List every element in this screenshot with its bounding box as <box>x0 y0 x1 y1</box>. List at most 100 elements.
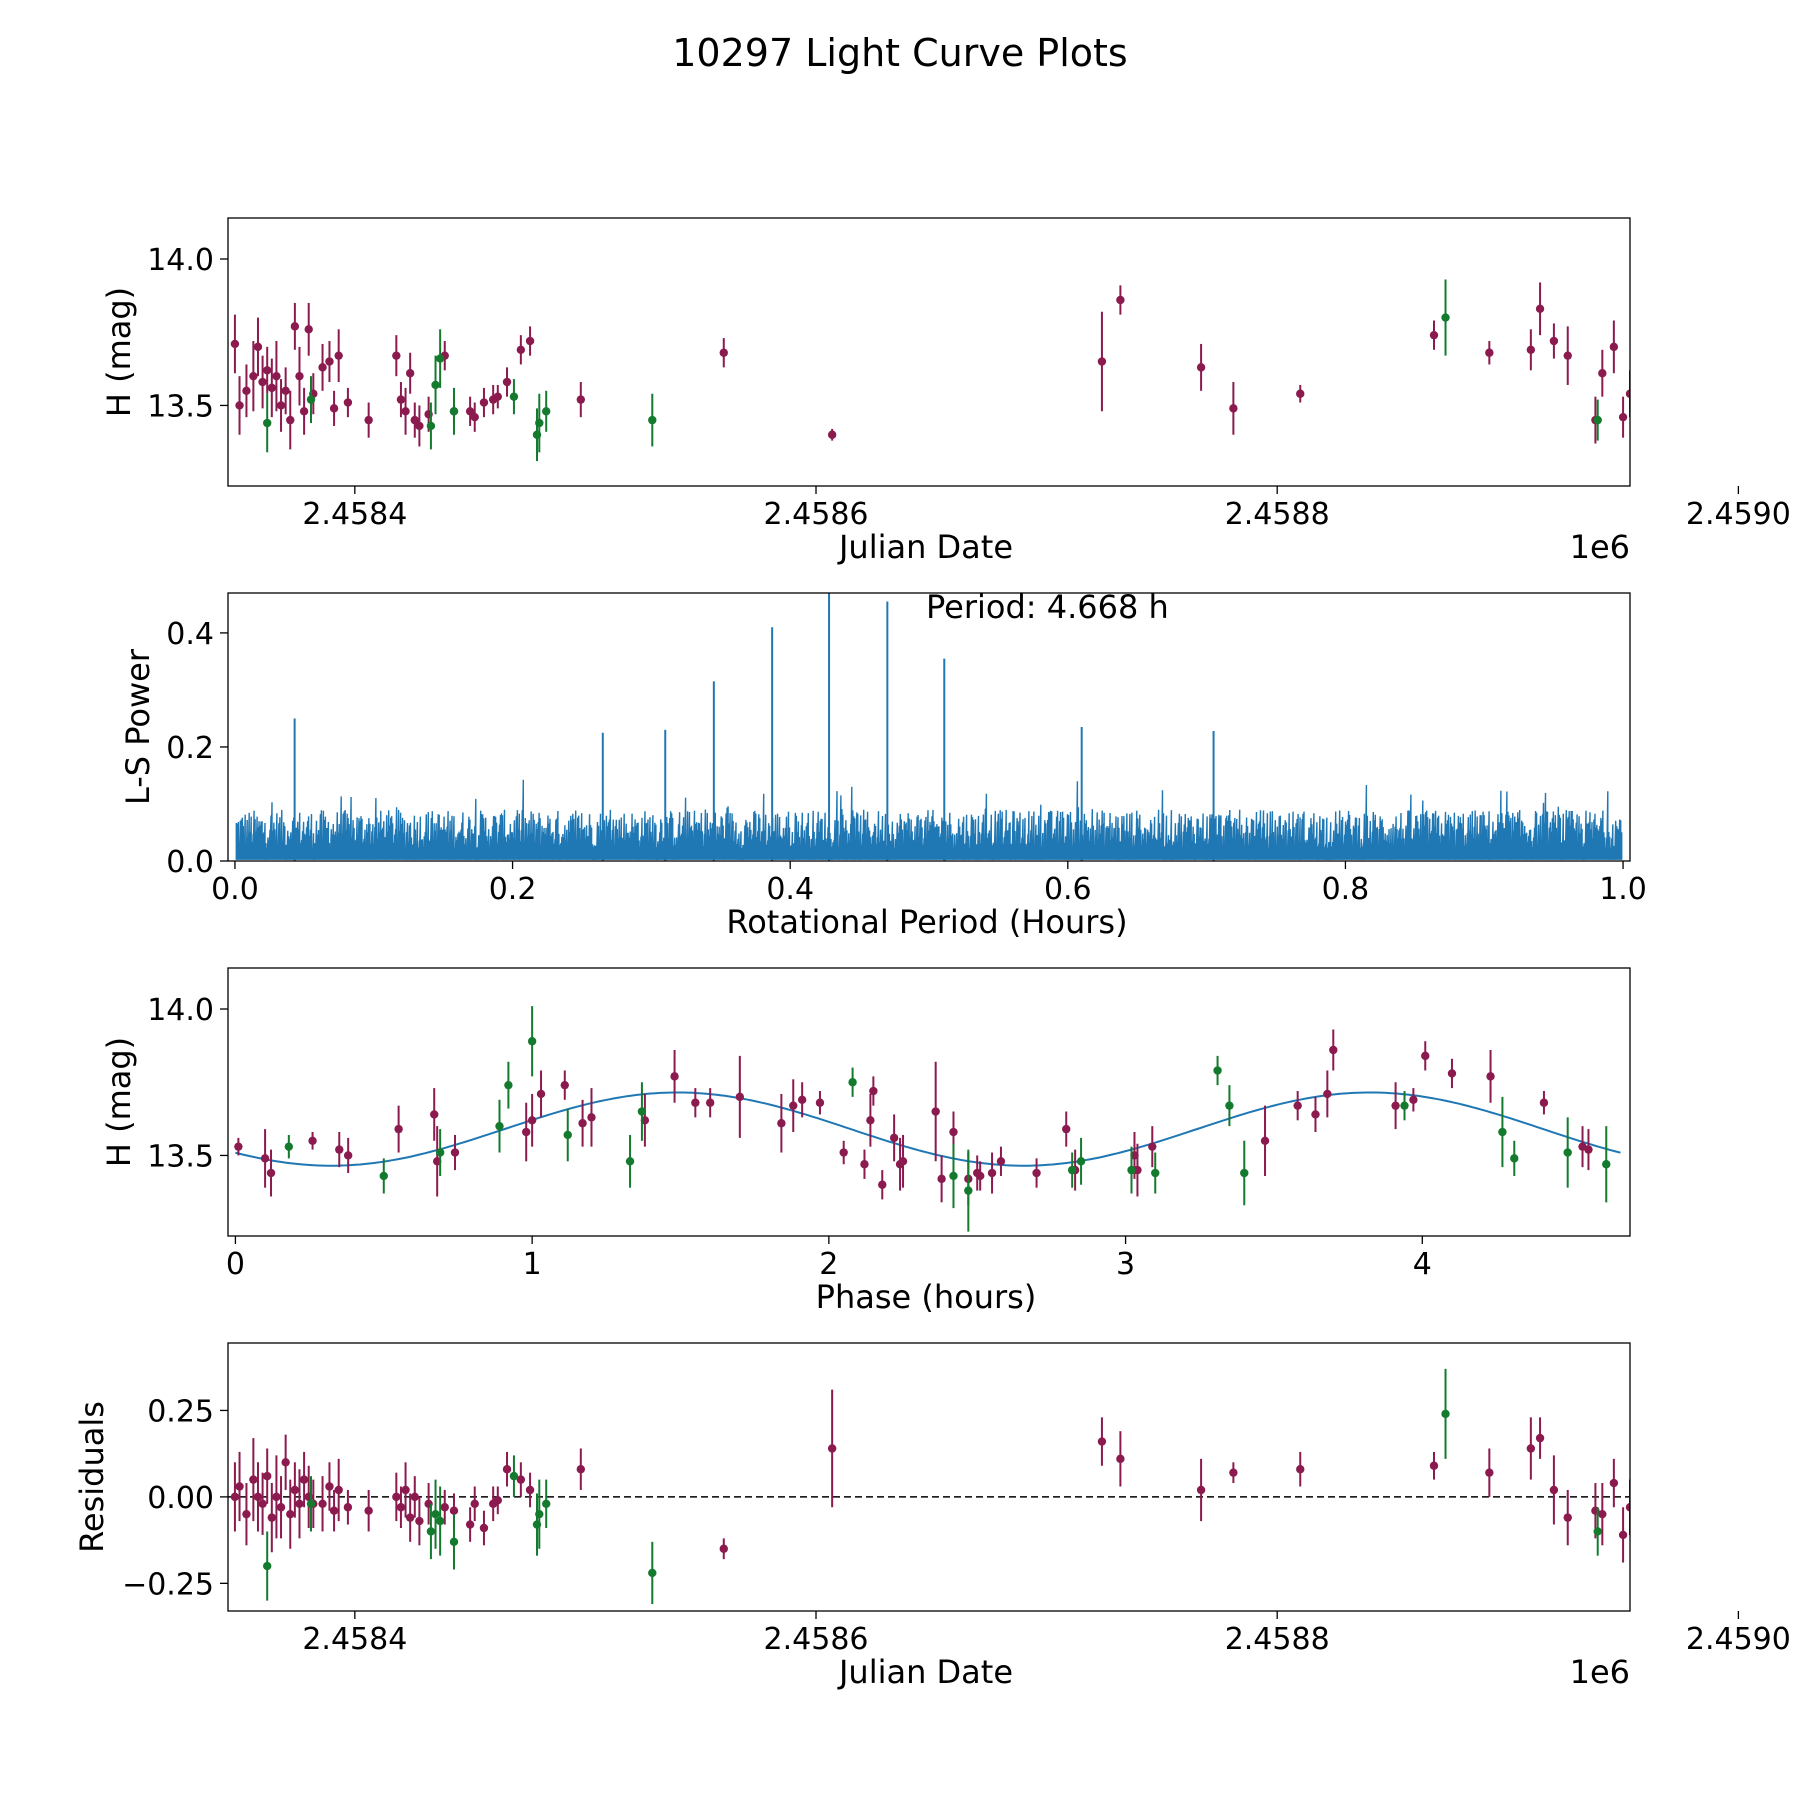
lc-point <box>1296 389 1305 398</box>
phase-point <box>260 1154 270 1163</box>
resid-point <box>1549 1485 1559 1495</box>
lc-ytick-label: 14.0 <box>147 243 214 278</box>
resid-point <box>343 1503 353 1512</box>
resid-point <box>493 1496 502 1505</box>
resid-point <box>470 1499 479 1509</box>
phase-model-curve <box>235 1091 1621 1167</box>
phase-point <box>1311 1110 1320 1119</box>
lc-frame <box>227 217 1631 487</box>
lc-point <box>431 380 440 390</box>
lc-point <box>1563 351 1572 360</box>
panel-residuals: 2.45842.45862.45882.45902.45922.4594−0.2… <box>73 1342 1791 1691</box>
resid-point <box>1618 1530 1628 1540</box>
phase-point <box>1602 1160 1611 1169</box>
phase-point <box>1400 1101 1409 1110</box>
lc-point <box>396 395 406 404</box>
phase-ytick-label: 13.5 <box>147 1139 214 1174</box>
resid-xtick-label: 2.4586 <box>764 1622 869 1657</box>
resid-point <box>405 1513 415 1522</box>
resid-point <box>426 1527 436 1536</box>
lc-point <box>392 351 401 360</box>
resid-point <box>1693 1441 1701 1449</box>
periodogram-ytick-label: 0.0 <box>166 845 214 880</box>
resid-point <box>516 1475 526 1484</box>
figure-title: 10297 Light Curve Plots <box>672 31 1127 75</box>
resid-ytick-label: 0.00 <box>147 1481 214 1516</box>
periodogram-xtick-label: 1.0 <box>1599 872 1647 907</box>
lc-point <box>1535 304 1545 313</box>
phase-point <box>536 1089 546 1099</box>
resid-point <box>1598 1509 1607 1519</box>
resid-xlabel: Julian Date <box>837 1653 1013 1691</box>
resid-point <box>329 1506 339 1515</box>
resid-point <box>401 1485 410 1495</box>
lc-xtick-label: 2.4586 <box>764 497 869 532</box>
phase-xlabel: Phase (hours) <box>816 1278 1037 1316</box>
resid-point <box>576 1465 586 1474</box>
resid-point <box>249 1475 258 1484</box>
lc-point <box>249 371 258 381</box>
phase-point <box>866 1116 875 1125</box>
resid-point <box>364 1506 373 1515</box>
phase-point <box>266 1168 276 1178</box>
lc-point <box>318 363 327 372</box>
phase-point <box>691 1098 700 1107</box>
phase-point <box>987 1168 997 1178</box>
phase-point <box>1076 1157 1086 1166</box>
periodogram-ylabel: L-S Power <box>119 648 157 805</box>
resid-point <box>1116 1454 1125 1464</box>
phase-point <box>1510 1154 1519 1163</box>
lc-point <box>281 386 290 396</box>
phase-point <box>1539 1098 1549 1107</box>
lc-point <box>1485 348 1494 357</box>
lc-point <box>405 369 415 378</box>
phase-point <box>735 1092 745 1102</box>
resid-ytick-label: −0.25 <box>122 1567 214 1602</box>
lc-point <box>290 322 300 331</box>
resid-point <box>449 1506 459 1515</box>
lc-point <box>435 354 445 363</box>
lc-point <box>258 377 267 387</box>
phase-point <box>839 1148 848 1157</box>
phase-point <box>1323 1089 1332 1099</box>
resid-point <box>263 1471 272 1481</box>
resid-point <box>827 1444 837 1453</box>
panel-phase: 0 1 2 3 4 13.5 14.0 Phase (hours) H (mag) <box>100 967 1631 1316</box>
resid-point <box>1660 1475 1668 1483</box>
periodogram-xtick-label: 0.2 <box>489 872 537 907</box>
resid-point <box>525 1485 535 1495</box>
phase-point <box>860 1160 869 1169</box>
lc-point <box>449 407 459 416</box>
resid-point <box>542 1499 551 1509</box>
lc-point <box>576 395 586 404</box>
phase-point <box>1260 1136 1270 1146</box>
resid-points <box>230 1368 1701 1605</box>
phase-xtick-label: 3 <box>1116 1247 1135 1282</box>
resid-point <box>465 1520 475 1529</box>
resid-ytick-label: 0.25 <box>147 1394 214 1429</box>
resid-point <box>1535 1433 1545 1443</box>
phase-point <box>777 1119 786 1128</box>
phase-ytick-label: 14.0 <box>147 993 214 1028</box>
lc-point <box>1598 369 1607 378</box>
phase-point <box>670 1072 679 1081</box>
lc-point <box>470 412 479 422</box>
phase-point <box>527 1116 537 1125</box>
lc-point <box>1116 295 1125 305</box>
periodogram-ytick-label: 0.2 <box>166 731 214 766</box>
periodogram-xtick-label: 0.8 <box>1322 872 1370 907</box>
resid-point <box>281 1458 290 1467</box>
lc-point <box>1702 366 1710 374</box>
lc-point <box>1196 363 1206 372</box>
lc-point <box>648 415 657 425</box>
resid-point <box>719 1544 728 1553</box>
phase-point <box>1486 1072 1495 1081</box>
lc-point <box>1441 313 1450 322</box>
phase-point <box>895 1160 905 1169</box>
resid-point <box>253 1492 263 1502</box>
phase-point <box>937 1174 946 1184</box>
resid-point <box>415 1516 424 1526</box>
resid-point <box>440 1503 449 1512</box>
phase-points <box>234 1006 1611 1232</box>
panel-periodogram: 0.0 0.2 0.4 0.6 0.8 1.0 0.0 0.2 0.4 Rotational P… <box>119 588 1647 941</box>
